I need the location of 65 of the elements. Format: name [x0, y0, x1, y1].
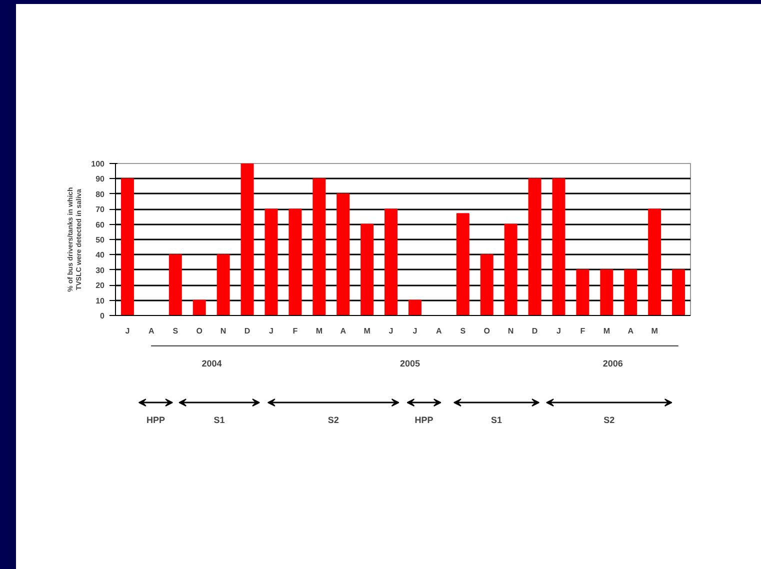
text: S2	[604, 414, 615, 425]
x-tick-label: A	[628, 326, 634, 336]
y-tick-label: 90	[96, 174, 106, 184]
bar	[240, 164, 254, 316]
bar	[360, 224, 374, 316]
x-tick-label: S	[172, 326, 179, 336]
bar	[552, 178, 566, 316]
y-tick-label: 0	[100, 312, 106, 320]
bar	[312, 178, 326, 316]
x-tick-label: F	[292, 326, 298, 336]
y-tick-label: 30	[96, 266, 106, 275]
bar	[384, 208, 398, 316]
y-tick-label: 80	[96, 190, 106, 199]
bar	[672, 269, 686, 316]
bar	[528, 178, 542, 316]
y-tick-label: 50	[96, 236, 106, 244]
bar	[336, 193, 350, 316]
text: HPP	[414, 414, 434, 425]
text: HPP	[146, 414, 165, 425]
y-tick-label: 40	[96, 250, 106, 260]
y-tick-label: 70	[96, 205, 106, 214]
bar	[216, 254, 230, 316]
x-tick-label: D	[244, 326, 250, 336]
y-tick-label: 20	[96, 281, 106, 290]
x-tick-label: M	[603, 326, 610, 336]
bar	[288, 208, 302, 316]
bar	[600, 269, 614, 316]
x-tick-label: J	[412, 326, 418, 336]
text: S1	[490, 414, 502, 425]
x-tick-label: N	[220, 326, 226, 336]
x-tick-label: D	[532, 326, 538, 336]
x-tick-label: S	[460, 326, 466, 336]
x-tick-label: A	[436, 326, 442, 336]
text: 2004	[202, 358, 222, 368]
bar	[624, 269, 638, 316]
bar	[192, 300, 206, 316]
text: 2005	[400, 358, 420, 368]
text: 2006	[602, 358, 623, 368]
text: S1	[214, 414, 225, 425]
bar	[264, 208, 278, 316]
text: S2	[328, 414, 339, 425]
x-tick-label: M	[316, 326, 323, 336]
bar	[408, 300, 422, 316]
x-tick-label: J	[269, 326, 274, 336]
bar	[480, 254, 494, 316]
bar	[456, 213, 470, 316]
x-tick-label: O	[484, 326, 490, 336]
bar	[504, 224, 518, 316]
bar	[168, 254, 182, 316]
x-tick-label: J	[388, 326, 394, 336]
y-tick-label: 10	[96, 296, 106, 306]
x-tick-label: M	[651, 326, 658, 336]
y-tick-label: 60	[96, 220, 106, 230]
x-tick-label: O	[196, 326, 202, 336]
y-tick-label: 100	[91, 160, 106, 168]
x-tick-label: A	[340, 326, 346, 336]
bar	[120, 178, 134, 316]
bar	[576, 269, 590, 316]
x-tick-label: F	[580, 326, 586, 336]
x-tick-label: A	[148, 326, 155, 336]
x-tick-label: M	[364, 326, 371, 336]
x-tick-label: N	[508, 326, 514, 336]
x-tick-label: J	[556, 326, 561, 336]
x-tick-label: J	[125, 326, 130, 336]
bar	[648, 208, 662, 316]
